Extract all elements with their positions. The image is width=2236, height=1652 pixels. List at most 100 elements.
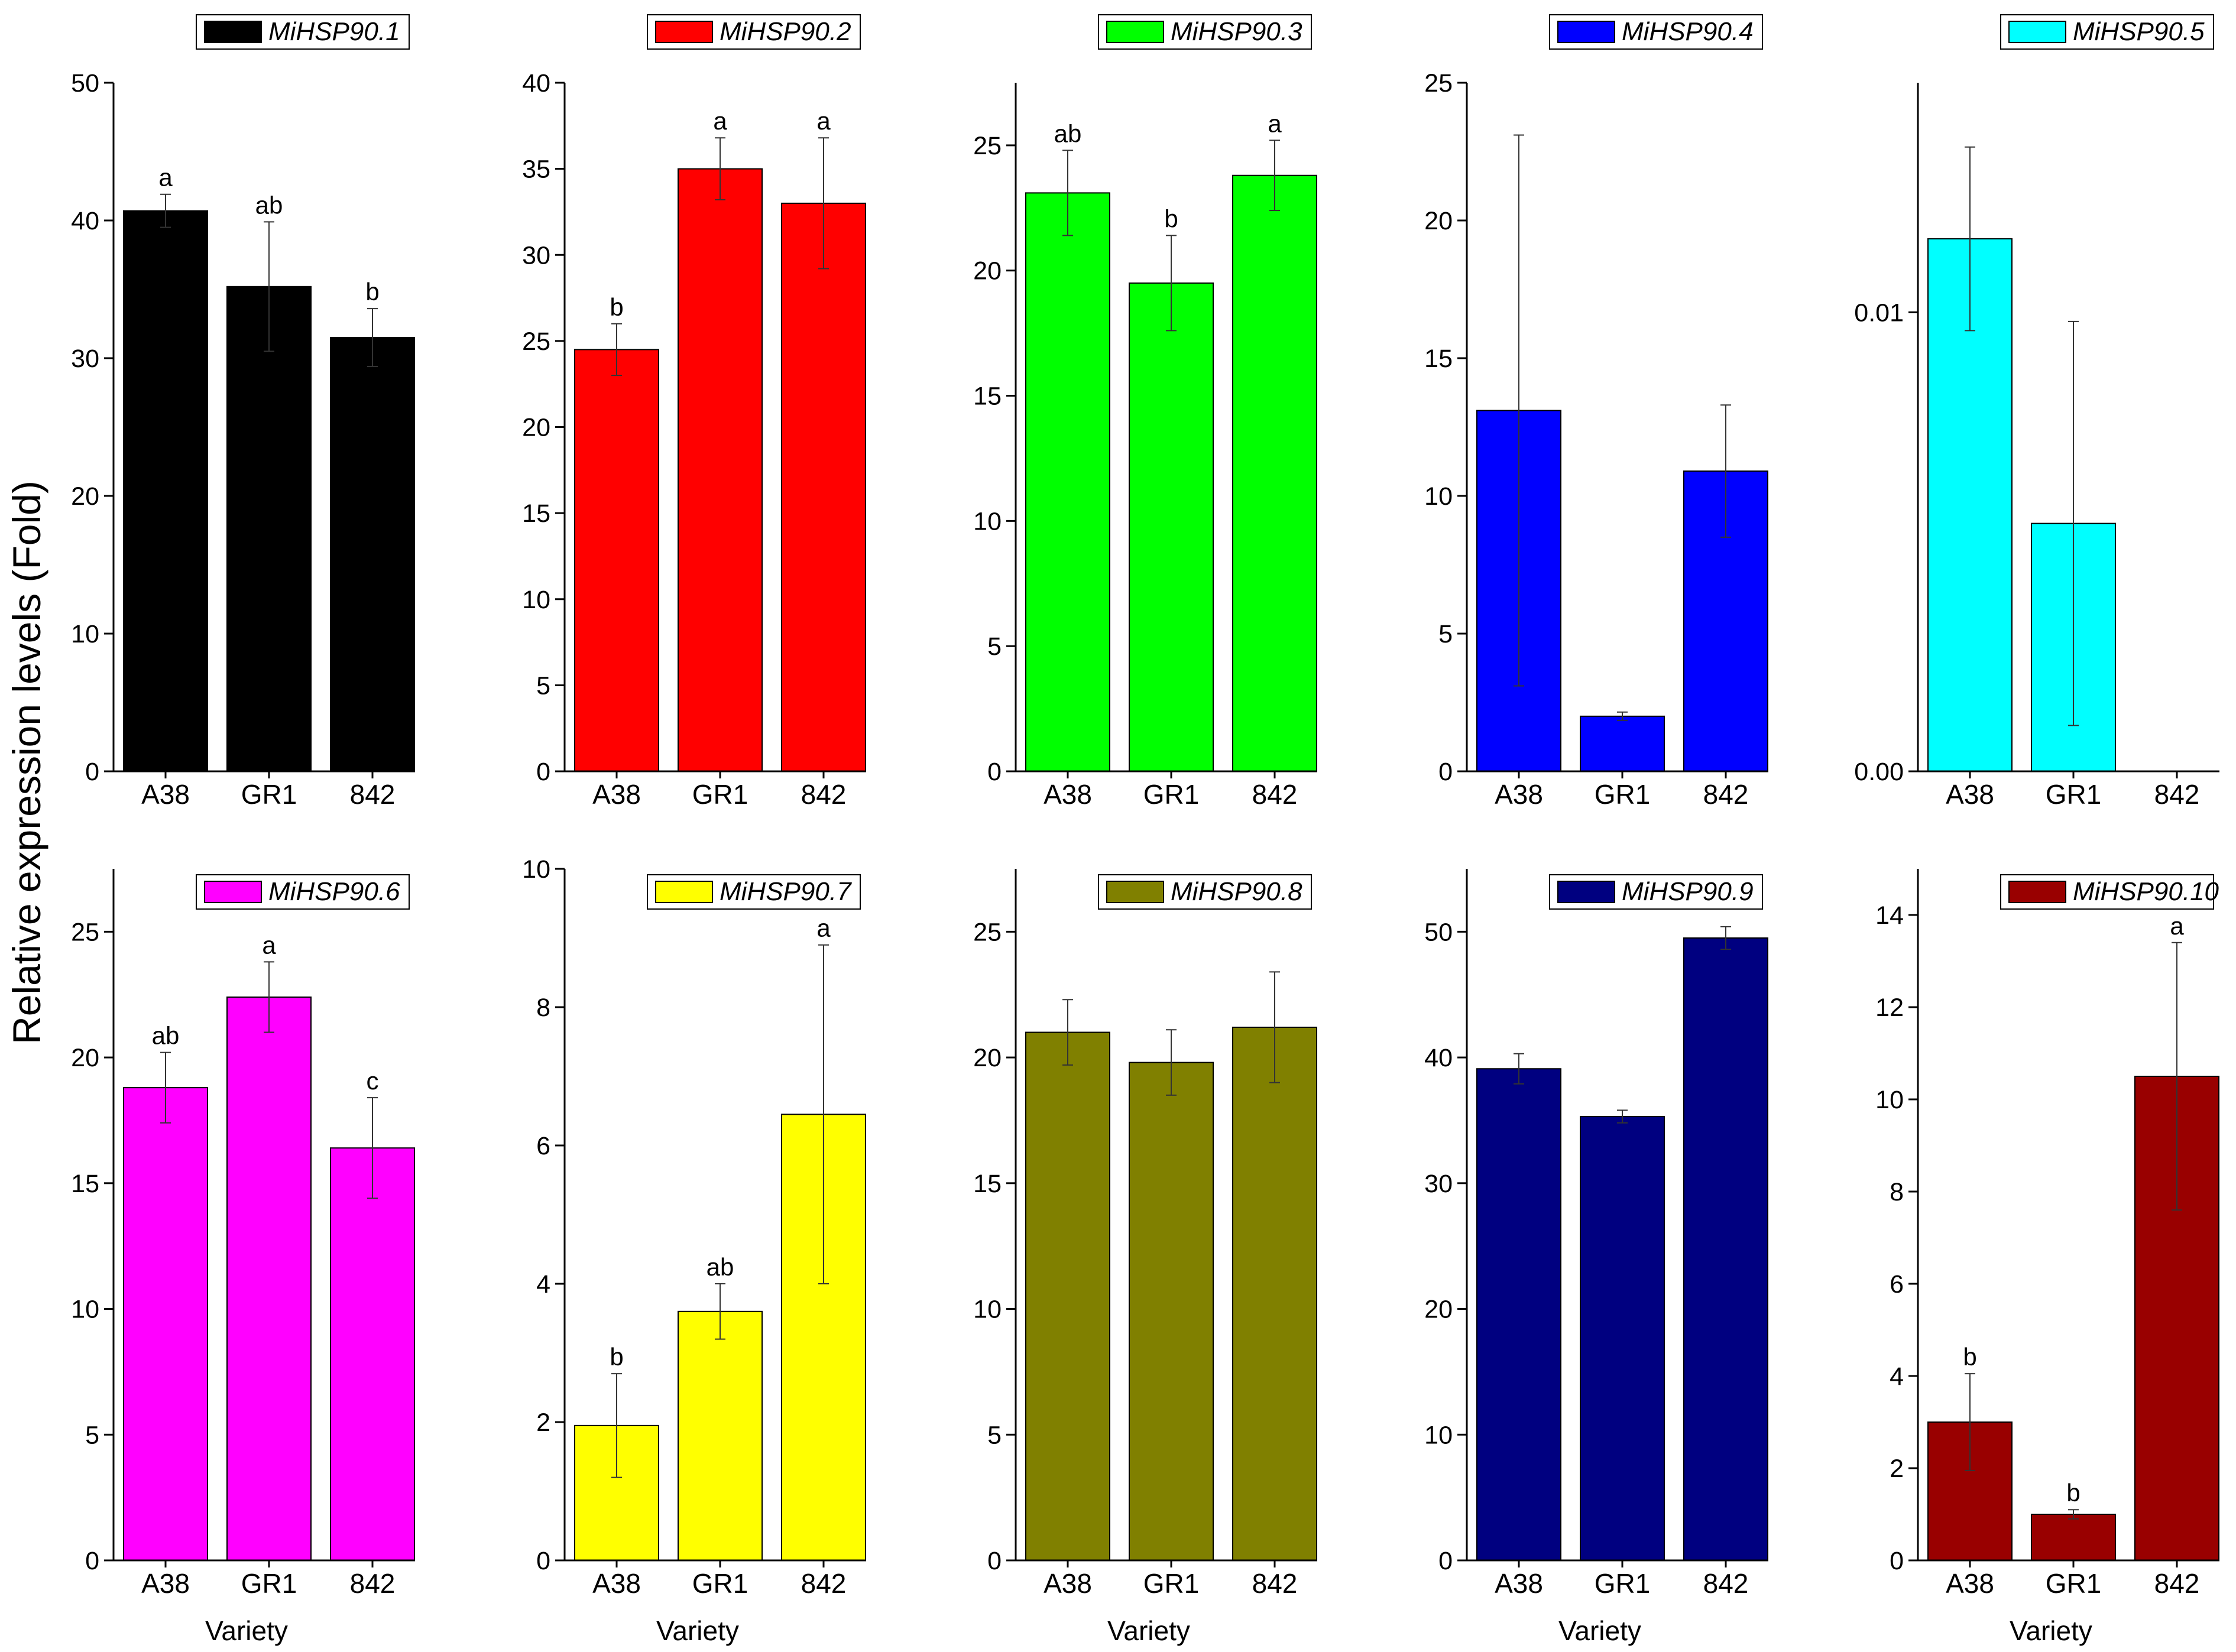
legend-label: MiHSP90.4 — [1622, 17, 1754, 46]
error-bar-842 — [818, 137, 829, 270]
significance-label: b — [2066, 1479, 2080, 1507]
x-tick-label: A38 — [141, 779, 190, 810]
x-tick-label: A38 — [1495, 1568, 1543, 1599]
legend-swatch — [1106, 21, 1164, 43]
x-tick-label: GR1 — [692, 779, 748, 810]
y-tick-label: 2 — [1890, 1455, 1904, 1483]
error-bar-842 — [367, 308, 378, 367]
legend-swatch — [655, 881, 713, 903]
error-bar-A38 — [160, 193, 171, 228]
y-tick-label: 8 — [536, 994, 550, 1022]
y-tick-label: 0 — [987, 758, 1002, 786]
y-tick-label: 40 — [1424, 1044, 1453, 1072]
x-tick-label: GR1 — [241, 1568, 297, 1599]
legend-label: MiHSP90.6 — [268, 877, 400, 906]
bar-A38 — [1025, 192, 1110, 772]
legend-label: MiHSP90.9 — [1622, 877, 1754, 906]
legend-label: MiHSP90.1 — [268, 17, 400, 46]
legend-label: MiHSP90.7 — [720, 877, 852, 906]
chart-panel-3: ab b a 0 5 10 15 20 25 A38 GR1 842 MiHSP90.3 — [973, 14, 1317, 810]
y-tick-label: 12 — [1875, 994, 1904, 1022]
x-tick-label: GR1 — [2046, 779, 2102, 810]
y-tick-label: 10 — [1424, 1421, 1453, 1449]
error-bar-A38 — [1514, 1053, 1524, 1085]
significance-label: b — [1164, 205, 1178, 232]
bar-GR1 — [1129, 282, 1214, 772]
y-tick-label: 14 — [1875, 901, 1904, 930]
y-tick-label: 50 — [71, 69, 99, 98]
legend-label: MiHSP90.10 — [2073, 877, 2219, 906]
error-bar-GR1 — [1166, 235, 1177, 332]
x-axis-label: Variety — [2010, 1615, 2092, 1646]
x-tick-label: 842 — [801, 1568, 847, 1599]
significance-label: a — [713, 107, 727, 135]
significance-label: a — [1268, 109, 1282, 137]
x-tick-label: GR1 — [1595, 1568, 1651, 1599]
error-bar-842 — [367, 1097, 378, 1199]
chart-panel-2: b a a 0 5 10 15 20 25 30 35 40 A38 GR1 842 MiHSP90.2 — [522, 14, 866, 810]
y-tick-label: 5 — [987, 632, 1002, 661]
y-axis-label: Relative expression levels (Fold) — [5, 481, 48, 1044]
bar-842 — [330, 337, 415, 772]
error-bar-842 — [1720, 404, 1731, 538]
y-tick-label: 6 — [536, 1132, 550, 1160]
error-bar-A38 — [1062, 999, 1073, 1066]
legend: MiHSP90.6 — [196, 874, 410, 910]
error-bar-GR1 — [264, 221, 274, 352]
significance-label: ab — [255, 191, 283, 219]
chart-panel-9: 0 10 20 30 40 50 A38 GR1 842 Variety MiHSP90.9 — [1424, 869, 1768, 1646]
error-bar-A38 — [1965, 1373, 1975, 1471]
y-tick-label: 0 — [536, 758, 550, 786]
chart-panel-6: ab a c 0 5 10 15 20 25 A38 GR1 842 Variety MiHSP90.6 — [71, 869, 415, 1646]
bar-GR1 — [2031, 1514, 2116, 1561]
error-bar-GR1 — [2068, 1509, 2079, 1520]
bar-A38 — [1476, 1068, 1561, 1561]
y-tick-label: 0 — [1438, 758, 1453, 786]
x-tick-label: 842 — [2154, 1568, 2200, 1599]
x-tick-label: 842 — [350, 779, 396, 810]
y-tick-label: 50 — [1424, 918, 1453, 946]
error-bar-GR1 — [264, 961, 274, 1033]
y-tick-label: 0 — [536, 1547, 550, 1575]
significance-label: ab — [707, 1253, 734, 1281]
y-tick-label: 5 — [85, 1421, 99, 1449]
y-tick-label: 0 — [1890, 1547, 1904, 1575]
chart-panel-10: b b a 0 2 4 6 8 10 12 14 A38 GR1 842 Variety MiHSP90.10 — [1875, 869, 2219, 1646]
x-tick-label: GR1 — [1595, 779, 1651, 810]
significance-label: ab — [152, 1022, 180, 1050]
y-tick-label: 10 — [973, 1296, 1002, 1324]
legend: MiHSP90.3 — [1098, 14, 1312, 50]
error-bar-842 — [1269, 971, 1280, 1083]
bar-A38 — [123, 1087, 208, 1562]
legend-label: MiHSP90.5 — [2073, 17, 2205, 46]
x-tick-label: 842 — [1703, 779, 1749, 810]
error-bar-A38 — [611, 323, 622, 377]
y-tick-label: 15 — [522, 499, 550, 528]
x-tick-label: GR1 — [692, 1568, 748, 1599]
x-tick-label: 842 — [2154, 779, 2200, 810]
y-tick-label: 25 — [71, 918, 99, 946]
legend-label: MiHSP90.8 — [1171, 877, 1302, 906]
error-bar-A38 — [160, 1051, 171, 1124]
y-tick-label: 15 — [1424, 345, 1453, 373]
bar-842 — [330, 1147, 415, 1561]
chart-panel-5: 0.00 0.01 A38 GR1 842 MiHSP90.5 — [1854, 14, 2219, 810]
x-tick-label: GR1 — [1143, 1568, 1200, 1599]
y-tick-label: 10 — [522, 855, 550, 884]
y-tick-label: 6 — [1890, 1270, 1904, 1299]
bar-842 — [1232, 1027, 1317, 1561]
x-tick-label: A38 — [1946, 779, 1994, 810]
legend-swatch — [1557, 21, 1615, 43]
y-tick-label: 25 — [522, 327, 550, 356]
legend: MiHSP90.5 — [2000, 14, 2214, 50]
legend: MiHSP90.7 — [647, 874, 861, 910]
y-tick-label: 0 — [987, 1547, 1002, 1575]
y-tick-label: 20 — [522, 414, 550, 442]
y-tick-label: 0.01 — [1854, 298, 1904, 327]
y-tick-label: 10 — [71, 620, 99, 648]
legend-label: MiHSP90.2 — [720, 17, 851, 46]
legend-swatch — [1557, 881, 1615, 903]
y-tick-label: 0 — [85, 758, 99, 786]
y-tick-label: 20 — [1424, 207, 1453, 235]
bar-GR1 — [1129, 1062, 1214, 1561]
